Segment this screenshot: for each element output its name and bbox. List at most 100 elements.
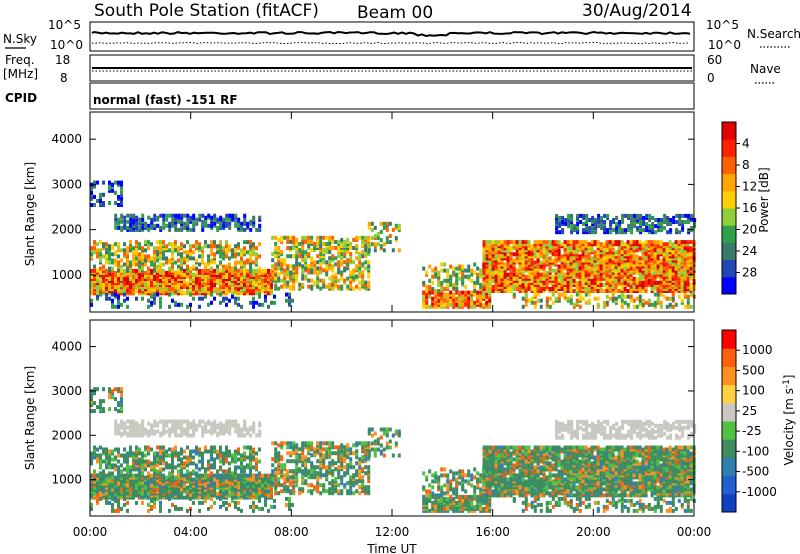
power-cell (683, 304, 687, 309)
power-cell (689, 240, 693, 245)
power-cell (120, 213, 124, 218)
power-cell (558, 224, 562, 229)
power-cell (364, 237, 368, 242)
power-cell (141, 275, 144, 279)
power-cell (310, 235, 314, 240)
power-cell (159, 240, 162, 245)
velocity-cell (201, 463, 204, 468)
power-cell (581, 264, 585, 269)
power-cell (629, 240, 633, 245)
power-cell (159, 291, 162, 296)
velocity-cell (195, 463, 198, 468)
power-cell (180, 227, 184, 232)
power-cell (283, 272, 287, 277)
power-cell (228, 248, 231, 253)
power-cell (153, 264, 156, 269)
power-cell (500, 276, 504, 281)
power-cell (638, 280, 642, 285)
power-cell (120, 186, 123, 191)
power-cell (331, 264, 335, 269)
power-cell (334, 272, 338, 277)
power-cell (144, 258, 147, 263)
power-cell (394, 223, 398, 228)
power-cell (240, 304, 243, 309)
power-cell (617, 248, 621, 253)
power-cell (482, 292, 486, 297)
power-cell (234, 266, 237, 271)
power-cell (653, 280, 657, 285)
power-cell (476, 280, 480, 285)
power-cell (328, 282, 332, 287)
power-cell (428, 304, 432, 309)
power-cell (135, 248, 138, 253)
power-cell (446, 302, 450, 307)
power-cell (225, 302, 228, 307)
power-cell (123, 254, 126, 259)
power-cell (144, 240, 147, 245)
power-cell (668, 270, 672, 275)
power-cell (689, 266, 693, 271)
power-cell (147, 242, 150, 247)
power-cell (237, 252, 240, 257)
power-cell (255, 254, 258, 259)
power-cell (587, 300, 591, 305)
power-cell (243, 240, 246, 245)
power-cell (144, 287, 147, 292)
power-cell (470, 296, 474, 301)
power-cell (482, 252, 486, 257)
velocity-cell (174, 465, 177, 470)
power-cell (563, 272, 567, 277)
power-cell (584, 264, 588, 269)
power-cell (117, 281, 120, 286)
power-cell (117, 180, 120, 185)
power-cell (542, 240, 546, 245)
power-cell (120, 196, 123, 201)
power-cell (476, 272, 480, 277)
power-cell (153, 300, 156, 305)
power-cell (578, 292, 582, 297)
velocity-cell (189, 453, 192, 458)
velocity-cell (102, 447, 105, 452)
power-cell (488, 300, 492, 305)
power-cell (307, 237, 311, 242)
velocity-cell (192, 455, 195, 460)
power-cell (488, 294, 492, 299)
power-cell (611, 280, 615, 285)
power-cell (277, 250, 281, 255)
colorbar-tick-label: 28 (742, 266, 757, 280)
power-cell (605, 294, 609, 299)
power-cell (594, 226, 598, 231)
power-cell (602, 258, 606, 263)
power-cell (249, 258, 252, 263)
power-cell (183, 244, 186, 249)
power-cell (551, 274, 555, 279)
power-cell (558, 230, 562, 235)
power-cell (289, 276, 293, 281)
power-cell (358, 256, 362, 261)
power-cell (608, 242, 612, 247)
power-cell (551, 240, 555, 245)
power-cell (686, 300, 690, 305)
power-cell (524, 287, 528, 291)
power-cell (90, 287, 93, 292)
power-cell (138, 268, 141, 273)
power-cell (635, 240, 639, 245)
power-cell (560, 287, 564, 291)
power-cell (258, 242, 261, 247)
power-cell (216, 264, 219, 269)
power-cell (331, 235, 335, 240)
power-cell (596, 254, 600, 259)
power-cell (582, 213, 586, 218)
power-cell (518, 248, 522, 253)
power-cell (328, 260, 332, 265)
power-cell (446, 268, 450, 273)
power-cell (162, 256, 165, 261)
power-cell (301, 276, 305, 281)
power-cell (548, 242, 552, 247)
power-cell (509, 276, 513, 281)
power-cell (355, 276, 359, 281)
power-cell (629, 254, 633, 259)
velocity-cell (144, 445, 147, 450)
power-cell (231, 266, 234, 271)
power-cell (114, 294, 117, 299)
